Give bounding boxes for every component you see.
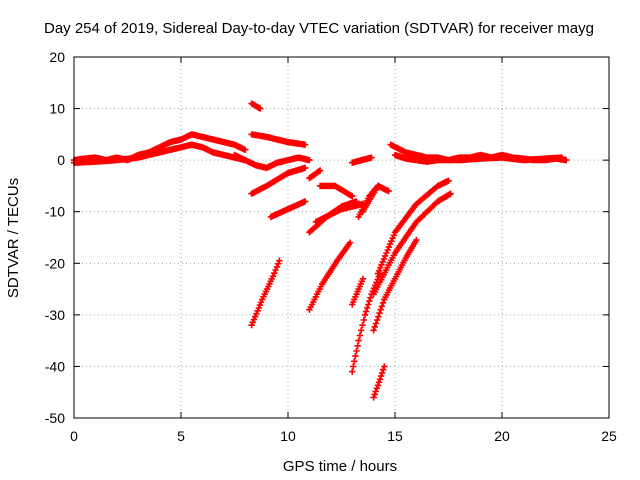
data-point <box>374 316 381 324</box>
data-point <box>301 164 309 172</box>
data-point <box>275 260 282 267</box>
data-point <box>301 198 309 205</box>
data-point <box>351 358 358 365</box>
y-tick-label: -30 <box>45 307 65 323</box>
data-point <box>383 249 390 257</box>
data-point <box>346 239 354 246</box>
y-tick-label: -20 <box>45 255 65 271</box>
data-point <box>371 391 378 398</box>
y-tick-label: 10 <box>49 101 65 117</box>
data-point <box>370 327 377 334</box>
data-point <box>378 303 386 310</box>
plot-frame <box>73 56 610 419</box>
y-tick-label: -10 <box>45 204 65 220</box>
y-tick-label: -50 <box>45 410 65 426</box>
x-tick-label: 0 <box>70 428 78 444</box>
y-tick-label: 0 <box>57 152 65 168</box>
data-point <box>379 299 387 306</box>
data-point <box>306 156 313 164</box>
data-point <box>362 308 370 315</box>
data-point <box>366 297 373 305</box>
data-point <box>375 267 383 274</box>
data-point <box>371 323 378 331</box>
data-point <box>349 193 356 200</box>
data-point <box>388 238 395 245</box>
data-points <box>70 100 570 401</box>
y-tick-label: 20 <box>49 49 65 65</box>
data-point <box>350 363 357 370</box>
data-point <box>356 332 364 339</box>
data-point <box>390 232 397 239</box>
data-point <box>381 363 388 370</box>
data-point <box>413 236 420 244</box>
data-point <box>377 306 384 313</box>
data-point <box>372 320 380 327</box>
data-point <box>368 154 375 161</box>
data-point <box>271 269 278 277</box>
data-point <box>373 385 380 392</box>
data-point <box>353 347 360 355</box>
x-tick-labels: 0 5 10 15 20 25 <box>70 428 617 444</box>
data-point <box>269 273 277 280</box>
y-tick-labels: 20 10 0 -10 -20 -30 -40 -50 <box>45 49 65 426</box>
x-tick-label: 5 <box>177 428 185 444</box>
data-point <box>365 301 372 308</box>
data-point <box>367 294 374 301</box>
chart-title: Day 254 of 2019, Sidereal Day-to-day VTE… <box>44 20 594 37</box>
data-point <box>379 369 386 377</box>
data-point <box>352 352 359 360</box>
data-point <box>375 379 383 386</box>
data-point <box>377 372 385 380</box>
data-point <box>563 156 570 164</box>
data-point <box>558 154 566 161</box>
x-tick-label: 15 <box>387 428 403 444</box>
data-point <box>372 388 379 395</box>
data-point <box>380 366 387 373</box>
y-tick-label: -40 <box>45 358 65 374</box>
data-point <box>380 255 388 263</box>
data-point <box>364 304 371 312</box>
data-point <box>360 316 367 324</box>
data-point <box>445 177 452 184</box>
data-point <box>385 187 392 195</box>
data-point <box>276 257 283 264</box>
data-point <box>370 394 377 401</box>
data-point <box>349 368 356 375</box>
data-point <box>257 105 264 112</box>
data-point <box>374 182 382 190</box>
data-point <box>378 261 385 268</box>
data-point <box>316 167 324 174</box>
data-point <box>358 327 365 334</box>
x-tick-label: 10 <box>280 428 296 444</box>
y-axis-label: SDTVAR / TECUs <box>5 178 22 298</box>
data-point <box>242 146 249 153</box>
data-point <box>359 322 366 329</box>
data-point <box>301 141 309 148</box>
data-point <box>374 382 382 389</box>
data-point <box>361 311 369 319</box>
x-axis-label: GPS time / hours <box>283 458 397 475</box>
data-point <box>273 263 281 271</box>
data-point <box>376 309 383 317</box>
grid <box>74 57 609 418</box>
data-point <box>354 342 361 349</box>
data-point <box>355 337 362 344</box>
data-point <box>272 266 279 274</box>
x-tick-label: 25 <box>601 428 617 444</box>
x-tick-label: 20 <box>494 428 510 444</box>
axis-ticks <box>73 56 610 419</box>
data-point <box>359 275 367 282</box>
data-point <box>385 243 393 251</box>
data-point <box>375 313 382 320</box>
data-point <box>376 376 384 383</box>
data-point <box>447 190 454 197</box>
